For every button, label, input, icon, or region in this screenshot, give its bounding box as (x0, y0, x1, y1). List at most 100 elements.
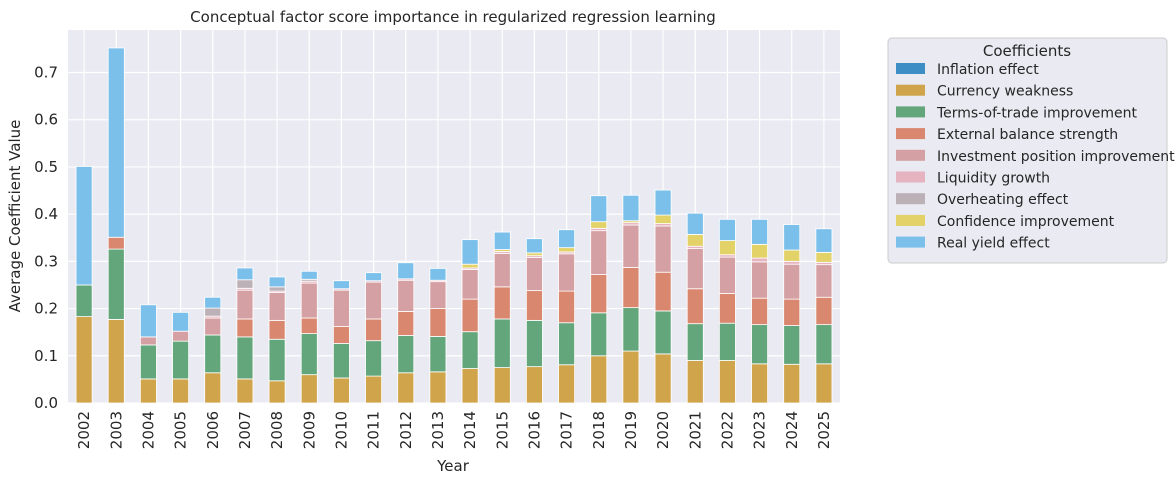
bar-segment-2017-1 (558, 364, 576, 404)
bar-stack-2005 (172, 311, 190, 404)
y-tick-label: 0.4 (34, 205, 58, 223)
chart-title: Conceptual factor score importance in re… (190, 8, 716, 26)
bar-segment-2007-1 (236, 378, 254, 404)
bar-stack-2008 (268, 276, 286, 404)
bar-segment-2016-1 (525, 366, 543, 404)
x-tick-label: 2012 (397, 411, 415, 449)
bar-segment-2022-8 (718, 218, 736, 241)
bar-segment-2009-3 (300, 317, 318, 334)
bar-segment-2019-8 (622, 194, 640, 222)
bar-segment-2006-1 (204, 372, 222, 404)
bar-segment-2003-3 (107, 236, 125, 250)
bar-segment-2013-1 (429, 371, 447, 404)
bar-segment-2005-4 (172, 330, 190, 342)
x-tick-label: 2005 (172, 411, 190, 449)
legend-entry: Terms-of-trade improvement (936, 105, 1138, 121)
x-axis-ticks: 2002 2003 2004 2005 2006 2007 2008 2009 2010 2011… (75, 411, 833, 449)
bar-segment-2011-4 (365, 281, 383, 320)
x-tick-label: 2014 (461, 411, 479, 449)
bar-segment-2012-8 (397, 262, 415, 280)
bar-stack-2010 (332, 280, 350, 404)
bar-segment-2012-1 (397, 372, 415, 404)
x-tick-label: 2008 (268, 411, 286, 449)
bar-segment-2019-4 (622, 224, 640, 268)
bar-segment-2023-5 (751, 257, 769, 263)
bar-segment-2016-8 (525, 238, 543, 254)
legend-entry: Currency weakness (937, 84, 1073, 100)
bar-segment-2025-2 (815, 324, 833, 365)
y-tick-label: 0.1 (34, 347, 58, 365)
y-tick-label: 0.3 (34, 252, 58, 270)
bar-stack-2006 (204, 296, 222, 404)
y-tick-label: 0.2 (34, 300, 58, 318)
bar-segment-2005-2 (172, 340, 190, 380)
bar-segment-2019-1 (622, 350, 640, 404)
bar-segment-2022-7 (718, 240, 736, 256)
bar-stack-2014 (461, 239, 479, 404)
bar-segment-2002-1 (75, 316, 93, 404)
bar-segment-2018-2 (590, 312, 608, 357)
x-tick-label: 2020 (654, 411, 672, 449)
bar-segment-2011-3 (365, 318, 383, 342)
bar-segment-2008-6 (268, 286, 286, 292)
legend-entry: Liquidity growth (937, 171, 1050, 187)
y-axis-label: Average Coefficient Value (6, 120, 24, 313)
bar-segment-2020-3 (654, 271, 672, 312)
x-tick-label: 2022 (718, 411, 736, 449)
bar-stack-2007 (236, 267, 254, 404)
bar-segment-2009-8 (300, 270, 318, 280)
bar-stack-2018 (590, 195, 608, 404)
bar-segment-2007-2 (236, 336, 254, 380)
x-tick-label: 2018 (590, 411, 608, 449)
bar-segment-2011-2 (365, 340, 383, 377)
bar-segment-2016-7 (525, 252, 543, 257)
x-tick-label: 2019 (622, 411, 640, 449)
bar-segment-2023-7 (751, 243, 769, 259)
x-tick-label: 2006 (204, 411, 222, 449)
bar-segment-2017-2 (558, 322, 576, 366)
bar-segment-2021-7 (686, 234, 704, 247)
bar-segment-2002-2 (75, 284, 93, 317)
bar-segment-2016-3 (525, 290, 543, 321)
bar-segment-2013-3 (429, 308, 447, 337)
bar-segment-2025-1 (815, 363, 833, 404)
bar-segment-2025-4 (815, 264, 833, 298)
x-tick-label: 2013 (429, 411, 447, 449)
bar-segment-2024-5 (783, 260, 801, 265)
legend-entry: Confidence improvement (937, 214, 1115, 230)
bar-segment-2012-2 (397, 335, 415, 374)
bar-segment-2023-4 (751, 261, 769, 299)
legend-box (887, 37, 1168, 264)
bar-stack-2025 (815, 228, 833, 404)
bar-segment-2007-8 (236, 267, 254, 281)
bar-segment-2010-3 (332, 326, 350, 344)
bar-segment-2010-2 (332, 343, 350, 379)
bar-segment-2009-4 (300, 282, 318, 319)
legend-entry: Overheating effect (937, 192, 1069, 208)
bar-segment-2022-4 (718, 256, 736, 294)
legend-entry: External balance strength (937, 127, 1118, 143)
x-tick-label: 2016 (525, 411, 543, 449)
bar-segment-2008-4 (268, 292, 286, 321)
bar-segment-2024-7 (783, 249, 801, 262)
bar-segment-2014-7 (461, 263, 479, 269)
bar-segment-2025-8 (815, 228, 833, 253)
bar-segment-2003-8 (107, 47, 125, 238)
bar-segment-2007-4 (236, 289, 254, 320)
bar-segment-2018-7 (590, 221, 608, 229)
bar-stack-2003 (107, 47, 125, 404)
bar-stack-2002 (75, 166, 93, 404)
bar-segment-2019-3 (622, 267, 640, 309)
bar-segment-2010-1 (332, 377, 350, 404)
bar-stack-2020 (654, 189, 672, 404)
bar-segment-2008-8 (268, 276, 286, 288)
bar-segment-2023-8 (751, 218, 769, 245)
bar-segment-2011-1 (365, 375, 383, 404)
bar-segment-2018-3 (590, 274, 608, 314)
bar-stack-2017 (558, 229, 576, 404)
bar-segment-2024-3 (783, 298, 801, 326)
legend-swatch (896, 236, 925, 248)
bar-segment-2008-2 (268, 338, 286, 382)
bar-segment-2009-2 (300, 333, 318, 376)
